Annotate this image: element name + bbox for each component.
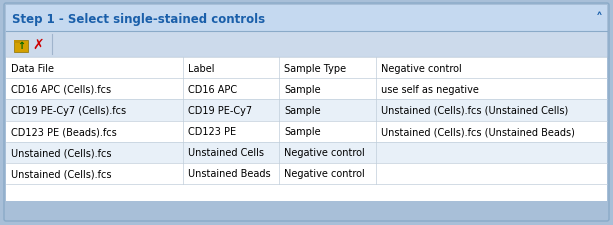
Text: CD19 PE-Cy7 (Cells).fcs: CD19 PE-Cy7 (Cells).fcs [11,106,126,115]
Text: Sample Type: Sample Type [284,63,346,73]
Bar [6,142,607,163]
Bar [14,41,20,44]
Text: Unstained (Cells).fcs: Unstained (Cells).fcs [11,148,112,157]
Text: CD16 APC (Cells).fcs: CD16 APC (Cells).fcs [11,84,111,94]
Text: Sample: Sample [284,126,321,137]
Text: Unstained Beads: Unstained Beads [188,169,271,179]
Bar [6,58,607,79]
Text: CD19 PE-Cy7: CD19 PE-Cy7 [188,106,253,115]
Text: ✗: ✗ [32,38,44,52]
FancyBboxPatch shape [4,4,609,221]
Text: Unstained (Cells).fcs (Unstained Cells): Unstained (Cells).fcs (Unstained Cells) [381,106,568,115]
Bar [6,6,607,32]
Text: ˄: ˄ [595,12,603,26]
Bar [14,41,28,53]
Text: CD123 PE (Beads).fcs: CD123 PE (Beads).fcs [11,126,116,137]
Text: Negative control: Negative control [381,63,462,73]
Bar [6,58,607,201]
Text: CD123 PE: CD123 PE [188,126,237,137]
Text: Unstained (Cells).fcs (Unstained Beads): Unstained (Cells).fcs (Unstained Beads) [381,126,574,137]
Text: Unstained Cells: Unstained Cells [188,148,264,157]
Text: use self as negative: use self as negative [381,84,479,94]
Bar [6,100,607,121]
Text: Label: Label [188,63,215,73]
Text: Negative control: Negative control [284,169,365,179]
Text: ↑: ↑ [17,41,25,51]
Text: CD16 APC: CD16 APC [188,84,237,94]
Text: Sample: Sample [284,84,321,94]
Text: Data File: Data File [11,63,54,73]
Bar [6,32,607,58]
Text: Step 1 - Select single-stained controls: Step 1 - Select single-stained controls [12,12,265,25]
Text: Unstained (Cells).fcs: Unstained (Cells).fcs [11,169,112,179]
Text: Negative control: Negative control [284,148,365,157]
Text: Sample: Sample [284,106,321,115]
